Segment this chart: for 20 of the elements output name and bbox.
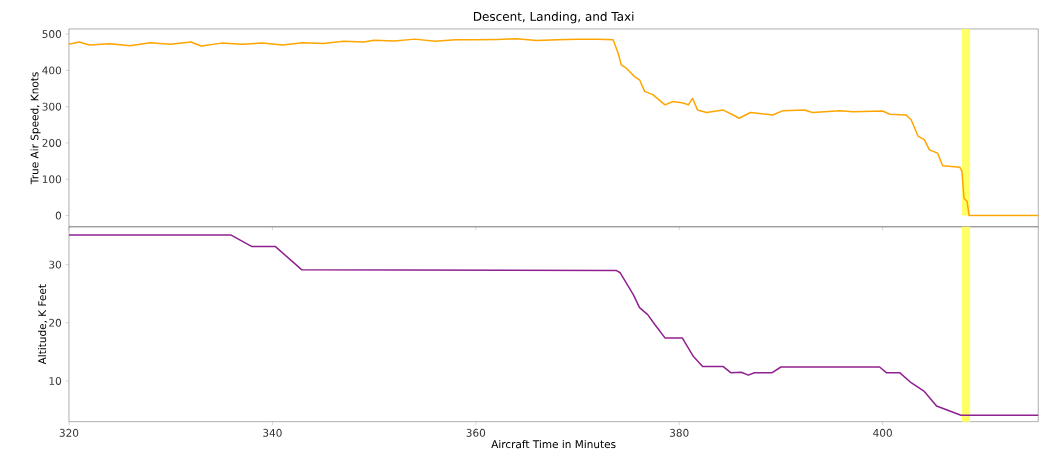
x-tick-label: 400	[873, 429, 892, 437]
y-tick-label: 100	[42, 175, 62, 184]
x-axis-title: Aircraft Time in Minutes	[491, 440, 616, 449]
y-tick-label: 400	[42, 66, 62, 75]
x-tick-label: 380	[670, 429, 689, 437]
line-series	[68, 38, 1039, 217]
x-tick-label: 360	[466, 429, 486, 437]
line-series	[68, 234, 1039, 417]
y-tick-label: 10	[49, 377, 62, 386]
chart-title: Descent, Landing, and Taxi	[473, 11, 634, 24]
y-tick-label: 200	[42, 139, 62, 148]
y-tick-label: 20	[49, 318, 62, 327]
y-axis-title: Altitude, K Feet	[38, 284, 48, 365]
y-axis-title: True Air Speed, Knots	[30, 72, 41, 185]
y-tick-label: 500	[42, 30, 62, 39]
y-tick-label: 300	[42, 102, 62, 111]
x-tick-label: 320	[59, 429, 79, 437]
x-tick-label: 340	[263, 429, 282, 437]
y-tick-label: 30	[49, 260, 62, 269]
y-tick-label: 0	[55, 211, 62, 220]
